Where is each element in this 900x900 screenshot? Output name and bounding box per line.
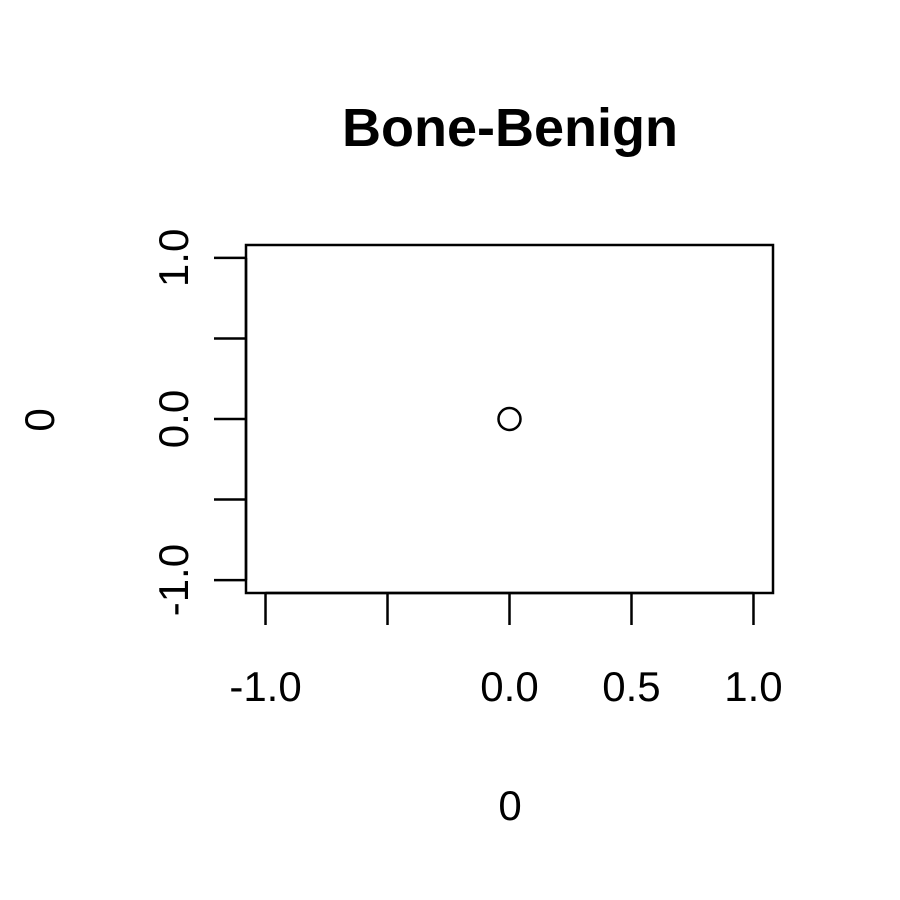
x-axis-label: 0 xyxy=(498,782,521,829)
chart-title: Bone-Benign xyxy=(342,98,678,158)
plot-frame xyxy=(244,243,775,595)
data-points xyxy=(497,406,522,432)
x-tick-label: 0.5 xyxy=(602,663,660,710)
y-axis: -1.0 0.0 1.0 xyxy=(150,229,248,616)
data-point xyxy=(497,406,522,432)
y-tick-label: -1.0 xyxy=(150,544,197,616)
x-axis: -1.0 0.0 0.5 1.0 xyxy=(229,591,783,710)
y-tick-label: 1.0 xyxy=(150,229,197,287)
y-axis-label: 0 xyxy=(16,408,63,431)
x-tick-label: 0.0 xyxy=(480,663,538,710)
x-tick-label: -1.0 xyxy=(229,663,301,710)
x-tick-label: 1.0 xyxy=(724,663,782,710)
y-tick-label: 0.0 xyxy=(150,390,197,448)
